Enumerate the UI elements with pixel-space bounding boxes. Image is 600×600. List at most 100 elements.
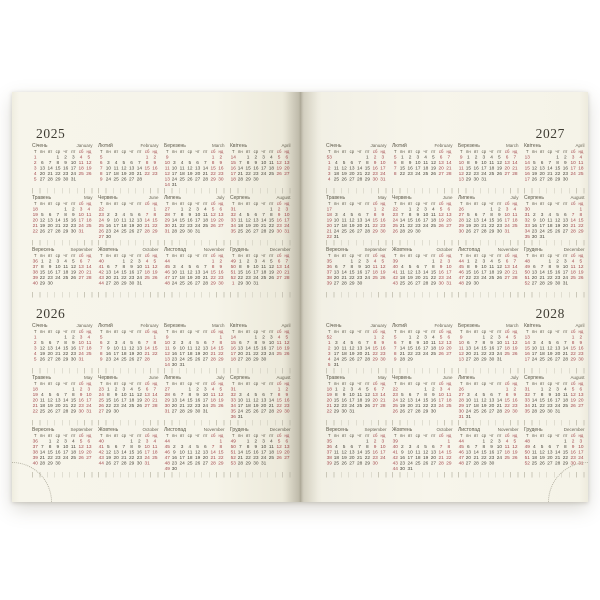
date-cell: 3 [114, 340, 118, 346]
date-cell: 30 [105, 234, 112, 240]
weekday-header: чт [423, 381, 428, 386]
date-cell: 29 [349, 280, 355, 287]
date-cell: 8 [556, 160, 559, 166]
date-cell: 2 [416, 334, 420, 341]
date-cell [577, 414, 585, 420]
date-cell [472, 362, 480, 368]
date-cell: 25 [341, 228, 347, 235]
week-number-cell: 22 [392, 206, 398, 213]
date-cell: 4 [490, 154, 493, 161]
date-cell [333, 414, 341, 420]
week-number-cell: 24 [392, 217, 398, 224]
weekday-header: ср [481, 149, 487, 154]
date-cell: 19 [512, 449, 518, 456]
date-cell: 5 [107, 444, 110, 450]
date-cell: 26 [512, 351, 518, 357]
date-cell: 21 [237, 171, 244, 177]
week-number-cell: 10 [458, 160, 464, 166]
date-cell: 16 [128, 269, 135, 276]
date-cell: 1 [64, 206, 67, 213]
date-cell: 26 [194, 460, 201, 467]
tick-mark [186, 240, 188, 246]
date-cell: 23 [70, 351, 77, 357]
weekday-header: вт [408, 381, 413, 386]
date-cell: 12 [512, 340, 518, 346]
tick-mark [267, 292, 269, 298]
weekday-header: пт [137, 253, 142, 258]
weekday-header: нд [446, 253, 452, 258]
date-cell [538, 182, 546, 188]
date-cell: 10 [531, 345, 538, 352]
date-cell: 16 [547, 397, 553, 404]
month-name-en: January [76, 323, 93, 328]
date-cell [538, 466, 546, 472]
date-cell: 6 [138, 212, 141, 218]
weekday-header: вт [408, 149, 413, 154]
date-cell: 17 [422, 345, 429, 352]
tick-mark [444, 292, 446, 298]
date-cell: 9 [138, 444, 141, 450]
date-cell: 9 [196, 392, 199, 398]
date-cell: 12 [128, 345, 135, 352]
date-cell: 10 [380, 160, 386, 166]
week-number-cell: 41 [392, 449, 398, 456]
date-cell: 9 [498, 212, 501, 218]
tick-mark [289, 368, 291, 374]
date-cell: 1 [153, 206, 157, 213]
date-cell [275, 414, 283, 420]
date-cell: 13 [547, 449, 553, 456]
weekday-header: пн [532, 381, 537, 386]
date-cell: 3 [408, 444, 412, 450]
weekday-header: ср [547, 149, 553, 154]
tick-mark [546, 420, 548, 426]
weekday-header: пн [400, 253, 405, 258]
date-cell: 27 [171, 408, 178, 415]
date-cell [480, 286, 488, 292]
week-number-cell: 26 [392, 408, 398, 415]
date-cell [237, 286, 245, 292]
date-cell: 27 [446, 223, 452, 229]
date-cell: 18 [276, 345, 282, 352]
week-number-cell: 21 [32, 223, 38, 229]
week-number-cell: 47 [458, 455, 464, 461]
tick-mark [186, 188, 188, 194]
weekday-header: чт [63, 149, 68, 154]
weekday-header: вт [246, 201, 251, 206]
date-cell: 14 [55, 345, 61, 352]
date-cell: 26 [341, 460, 347, 467]
date-cell: 19 [194, 351, 201, 357]
week-number-cell: 38 [326, 455, 332, 461]
date-cell: 24 [78, 223, 84, 229]
weekday-header: пн [400, 149, 405, 154]
date-cell [70, 466, 78, 472]
date-cell: 20 [284, 165, 290, 172]
month-name-row: Червень June [392, 195, 453, 201]
date-cell [554, 234, 562, 240]
date-cell: 31 [349, 408, 355, 415]
date-cell: 25 [70, 455, 77, 461]
date-cell: 2 [416, 206, 420, 213]
date-cell: 11 [341, 345, 347, 352]
date-cell: 30 [430, 408, 437, 415]
date-cell [399, 182, 407, 188]
tick-mark [142, 240, 144, 246]
date-cell [128, 286, 136, 292]
date-cell: 11 [113, 165, 119, 172]
column-ticks [32, 188, 93, 194]
weekday-header: сб [570, 433, 576, 438]
week-number-cell: 23 [392, 212, 398, 218]
date-cell: 7 [533, 392, 536, 398]
date-cell [46, 234, 54, 240]
month-name-row: Березень March [458, 143, 519, 149]
date-cell: 29 [152, 228, 158, 235]
date-cell: 24 [144, 455, 150, 461]
tick-mark [385, 420, 387, 426]
weekday-header: нд [446, 201, 452, 206]
date-cell: 31 [70, 176, 77, 183]
date-cell: 29 [62, 356, 69, 363]
date-cell [364, 466, 372, 472]
date-cell: 17 [113, 223, 119, 229]
date-cell: 4 [180, 264, 184, 270]
